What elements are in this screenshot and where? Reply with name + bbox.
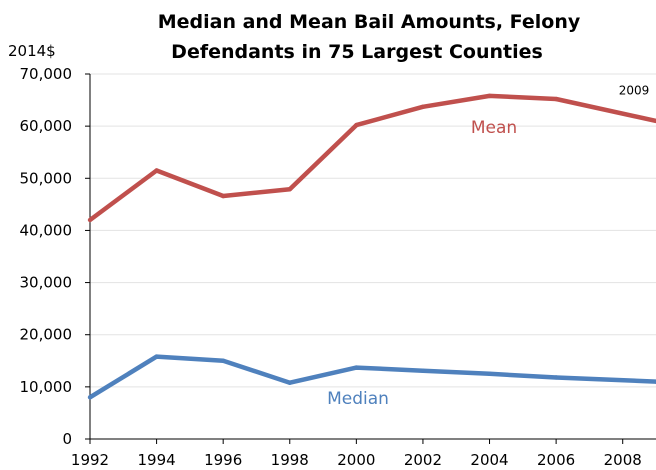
data-point-mean — [220, 193, 226, 199]
x-tick-label: 2008 — [604, 451, 642, 469]
y-tick-label: 40,000 — [20, 221, 73, 239]
data-point-median — [287, 380, 292, 385]
y-tick-label: 20,000 — [20, 326, 73, 344]
series-label-mean: Mean — [471, 118, 517, 138]
chart-title-line: Defendants in 75 Largest Counties — [171, 41, 543, 63]
x-tick-label: 1998 — [271, 451, 309, 469]
series-lines — [87, 93, 656, 400]
data-point-median — [354, 365, 359, 370]
y-tick-label: 30,000 — [20, 274, 73, 292]
annotation-label: 2009 — [619, 84, 650, 98]
x-tick-label: 2004 — [470, 451, 508, 469]
data-point-mean — [87, 217, 93, 223]
x-tick-label: 2006 — [537, 451, 575, 469]
series-line-mean — [88, 93, 656, 222]
x-tick-label: 2000 — [337, 451, 375, 469]
axes: 0 10,000 20,000 30,000 40,000 50,000 60,000 70,… — [20, 65, 656, 469]
data-point-median — [487, 371, 492, 377]
gridlines — [90, 73, 656, 388]
data-point-mean — [354, 122, 359, 128]
y-tick-label: 70,000 — [20, 65, 73, 83]
data-point-mean — [154, 168, 159, 173]
series-label-median: Median — [327, 389, 389, 409]
labels: Median and Mean Bail Amounts, Felony Defe… — [8, 11, 649, 409]
data-point-median — [553, 375, 559, 380]
data-point-mean — [287, 187, 292, 192]
y-tick-label: 60,000 — [20, 117, 73, 135]
x-tick-label: 2002 — [404, 451, 442, 469]
data-point-median — [420, 368, 426, 373]
x-tick-label: 1994 — [137, 451, 175, 469]
x-tick-label: 1992 — [71, 451, 109, 469]
data-point-mean — [653, 118, 656, 124]
data-point-median — [87, 395, 93, 400]
data-point-mean — [553, 96, 559, 102]
y-axis-unit-label: 2014$ — [8, 42, 56, 60]
data-point-median — [220, 358, 226, 363]
data-point-median — [154, 354, 159, 359]
x-tick-label: 1996 — [204, 451, 242, 469]
data-point-median — [653, 379, 656, 384]
y-tick-label: 0 — [62, 430, 72, 448]
y-tick-label: 50,000 — [20, 169, 73, 187]
data-point-mean — [487, 93, 492, 99]
chart-title-line: Median and Mean Bail Amounts, Felony — [158, 11, 581, 33]
data-point-mean — [420, 104, 426, 110]
y-tick-label: 10,000 — [20, 378, 73, 396]
